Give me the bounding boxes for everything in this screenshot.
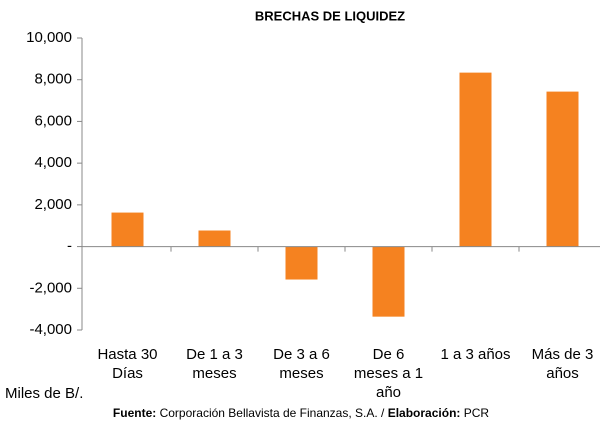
x-tick-label: De 6 meses a 1 año bbox=[354, 346, 423, 401]
x-tick-label: De 1 a 3 meses bbox=[186, 346, 243, 382]
y-tick-label: -4,000 bbox=[29, 321, 72, 338]
x-tick-label: De 3 a 6 meses bbox=[273, 346, 330, 382]
bar bbox=[372, 246, 405, 317]
y-tick-label: - bbox=[67, 238, 72, 255]
y-tick-label: 10,000 bbox=[26, 29, 72, 46]
x-tick-line: años bbox=[546, 365, 579, 382]
y-tick-label: 6,000 bbox=[34, 112, 72, 129]
bar bbox=[198, 230, 231, 247]
credit-label: Elaboración: bbox=[388, 406, 461, 420]
source: Corporación Bellavista de Finanzas, S.A.… bbox=[160, 406, 385, 420]
bar bbox=[285, 246, 318, 280]
x-tick-line: 1 a 3 años bbox=[440, 346, 510, 363]
chart-title: BRECHAS DE LIQUIDEZ bbox=[255, 8, 405, 23]
x-tick-line: meses bbox=[192, 365, 236, 382]
bar bbox=[111, 212, 144, 247]
x-tick-line: De 1 a 3 bbox=[186, 346, 243, 363]
x-tick-line: De 6 bbox=[373, 346, 405, 363]
x-tick-line: meses bbox=[279, 365, 323, 382]
x-tick-line: De 3 a 6 bbox=[273, 346, 330, 363]
bar bbox=[459, 72, 492, 247]
footnote: Fuente: Corporación Bellavista de Finanz… bbox=[113, 406, 490, 420]
x-tick-line: Días bbox=[112, 365, 143, 382]
source-label: Fuente: bbox=[113, 406, 156, 420]
x-tick-label: 1 a 3 años bbox=[440, 346, 510, 363]
x-tick-line: meses a 1 bbox=[354, 365, 423, 382]
x-tick-label: Hasta 30 Días bbox=[97, 346, 157, 382]
bar bbox=[546, 91, 579, 247]
y-tick-label: 8,000 bbox=[34, 71, 72, 88]
x-tick-line: año bbox=[376, 384, 401, 401]
x-tick-line: Hasta 30 bbox=[97, 346, 157, 363]
y-tick-label: -2,000 bbox=[29, 279, 72, 296]
x-tick-line: Más de 3 bbox=[532, 346, 594, 363]
y-tick-label: 4,000 bbox=[34, 154, 72, 171]
credit: PCR bbox=[464, 406, 490, 420]
unit-note: Miles de B/. bbox=[5, 385, 83, 402]
y-tick-label: 2,000 bbox=[34, 196, 72, 213]
x-tick-label: Más de 3 años bbox=[532, 346, 594, 382]
